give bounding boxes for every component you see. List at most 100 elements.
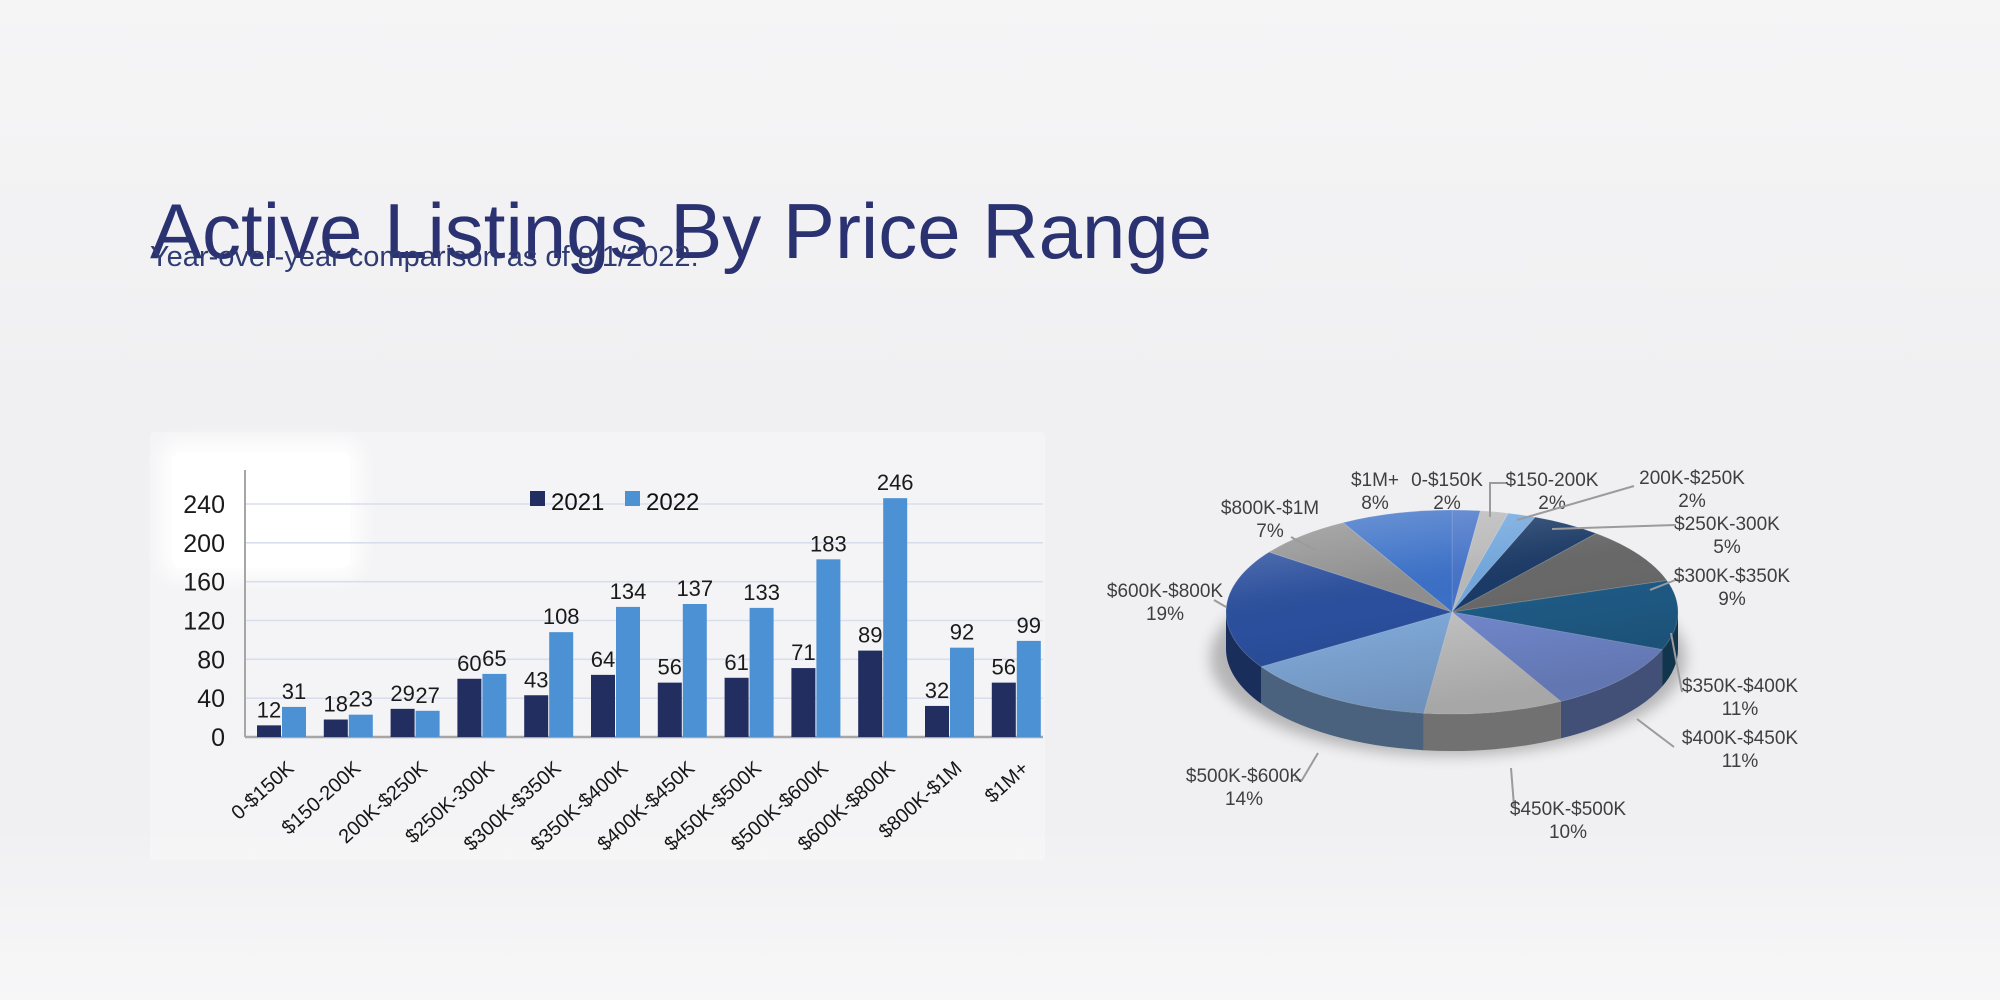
bar-value-label: 133 xyxy=(743,580,780,605)
bar-2021 xyxy=(591,674,615,737)
y-tick-label: 240 xyxy=(183,491,225,519)
bar-2021 xyxy=(791,668,816,737)
pie-leader-line xyxy=(1213,599,1227,608)
bar-2021 xyxy=(657,682,682,737)
pie-slice-percent: 7% xyxy=(1256,521,1284,542)
pie-slice-percent: 8% xyxy=(1361,493,1389,514)
bar-2021 xyxy=(858,650,883,737)
pie-slice-percent: 19% xyxy=(1146,604,1184,625)
pie-leader-line xyxy=(1290,536,1316,551)
bar-value-label: 43 xyxy=(524,667,548,692)
bar-value-label: 64 xyxy=(591,647,615,672)
y-tick-label: 40 xyxy=(197,685,225,713)
pie-chart: 0-$150K2%$150-200K2%200K-$250K2%$250K-30… xyxy=(1107,468,1799,843)
bar-chart-highlight-patch xyxy=(172,452,350,568)
bar-2021 xyxy=(457,678,482,737)
bar-2022 xyxy=(816,559,841,737)
bar-chart-legend: 2021 2022 xyxy=(530,489,699,516)
bar-value-label: 56 xyxy=(992,655,1016,680)
bar-2021 xyxy=(390,708,415,737)
bar-value-label: 134 xyxy=(610,579,647,604)
pie-slice-percent: 9% xyxy=(1718,589,1746,610)
pie-slice-label: $450K-$500K xyxy=(1510,799,1627,820)
bar-value-label: 108 xyxy=(543,604,580,629)
bar-value-label: 61 xyxy=(724,650,748,675)
bar-value-label: 32 xyxy=(925,678,949,703)
pie-leader-line xyxy=(1636,718,1675,748)
bar-2022 xyxy=(282,706,306,737)
bar-value-label: 29 xyxy=(390,681,414,706)
bar-2022 xyxy=(1016,640,1041,737)
pie-slice-label: $500K-$600K xyxy=(1186,766,1303,787)
bar-value-label: 60 xyxy=(457,651,481,676)
pie-slice-percent: 2% xyxy=(1678,491,1706,512)
pie-leader-line xyxy=(1489,482,1506,517)
y-tick-label: 200 xyxy=(183,530,225,558)
bar-2022 xyxy=(482,673,507,737)
bar-2021 xyxy=(925,705,949,737)
bar-2022 xyxy=(616,606,640,737)
pie-leader-line xyxy=(1551,524,1677,530)
bar-2022 xyxy=(549,632,574,737)
bar-2021 xyxy=(724,677,749,737)
bar-value-label: 71 xyxy=(791,640,815,665)
bar-2022 xyxy=(749,607,774,737)
pie-slice-label: $300K-$350K xyxy=(1674,566,1791,587)
bar-value-label: 92 xyxy=(950,620,974,645)
bar-2021 xyxy=(524,695,549,737)
bar-2021 xyxy=(323,719,348,737)
bar-value-label: 246 xyxy=(877,470,914,495)
pie-leader-line xyxy=(1294,752,1319,781)
bar-2021 xyxy=(257,725,281,737)
bar-value-label: 89 xyxy=(858,623,882,648)
bar-value-label: 12 xyxy=(257,697,281,722)
pie-slice-percent: 14% xyxy=(1225,789,1263,810)
bar-value-label: 56 xyxy=(658,655,682,680)
legend-label-2021: 2021 xyxy=(551,489,604,516)
bar-value-label: 31 xyxy=(282,679,306,704)
pie-slice-label: $600K-$800K xyxy=(1107,581,1224,602)
bar-value-label: 23 xyxy=(349,687,373,712)
legend-swatch-2021 xyxy=(530,491,545,506)
bar-value-label: 137 xyxy=(676,576,713,601)
bar-value-label: 99 xyxy=(1017,613,1041,638)
bar-2022 xyxy=(883,498,908,737)
pie-slice-label: $350K-$400K xyxy=(1682,676,1799,697)
bar-value-label: 18 xyxy=(324,692,348,717)
bar-2022 xyxy=(348,714,373,737)
bar-2021 xyxy=(991,682,1016,737)
pie-leader-line xyxy=(1516,485,1635,521)
y-tick-label: 120 xyxy=(183,608,225,636)
bar-2022 xyxy=(415,710,440,737)
pie-slice-label: $250K-300K xyxy=(1674,514,1780,535)
pie-slice-percent: 11% xyxy=(1722,751,1759,772)
pie-slice-label: $1M+ xyxy=(1351,470,1399,491)
legend-swatch-2022 xyxy=(625,491,640,506)
pie-slice-label: 0-$150K xyxy=(1411,470,1483,491)
bar-value-label: 27 xyxy=(415,683,439,708)
bar-2022 xyxy=(950,647,974,737)
page-subtitle: Year-over-year comparison as of 8/1/2022… xyxy=(150,241,699,273)
legend-label-2022: 2022 xyxy=(646,489,699,516)
page-title: Active Listings By Price Range xyxy=(150,187,1213,276)
pie-slice-percent: 11% xyxy=(1722,699,1759,720)
bar-value-label: 183 xyxy=(810,531,847,556)
pie-slice-label: $400K-$450K xyxy=(1682,728,1799,749)
x-category-label: $1M+ xyxy=(981,757,1033,807)
y-tick-label: 160 xyxy=(183,569,225,597)
pie-slice-percent: 5% xyxy=(1713,537,1741,558)
bar-value-label: 65 xyxy=(482,646,506,671)
y-tick-label: 0 xyxy=(211,724,225,752)
pie-leader-line xyxy=(1510,767,1515,807)
pie-slice-label: 200K-$250K xyxy=(1639,468,1745,489)
pie-slice-percent: 2% xyxy=(1433,493,1461,514)
y-tick-label: 80 xyxy=(197,646,225,674)
pie-leader-line xyxy=(1649,578,1679,591)
pie-slice-label: $800K-$1M xyxy=(1221,498,1319,519)
pie-leader-line xyxy=(1670,632,1683,693)
pie-slice-label: $150-200K xyxy=(1506,470,1599,491)
bar-2022 xyxy=(682,603,707,737)
pie-slice-percent: 10% xyxy=(1549,822,1587,843)
